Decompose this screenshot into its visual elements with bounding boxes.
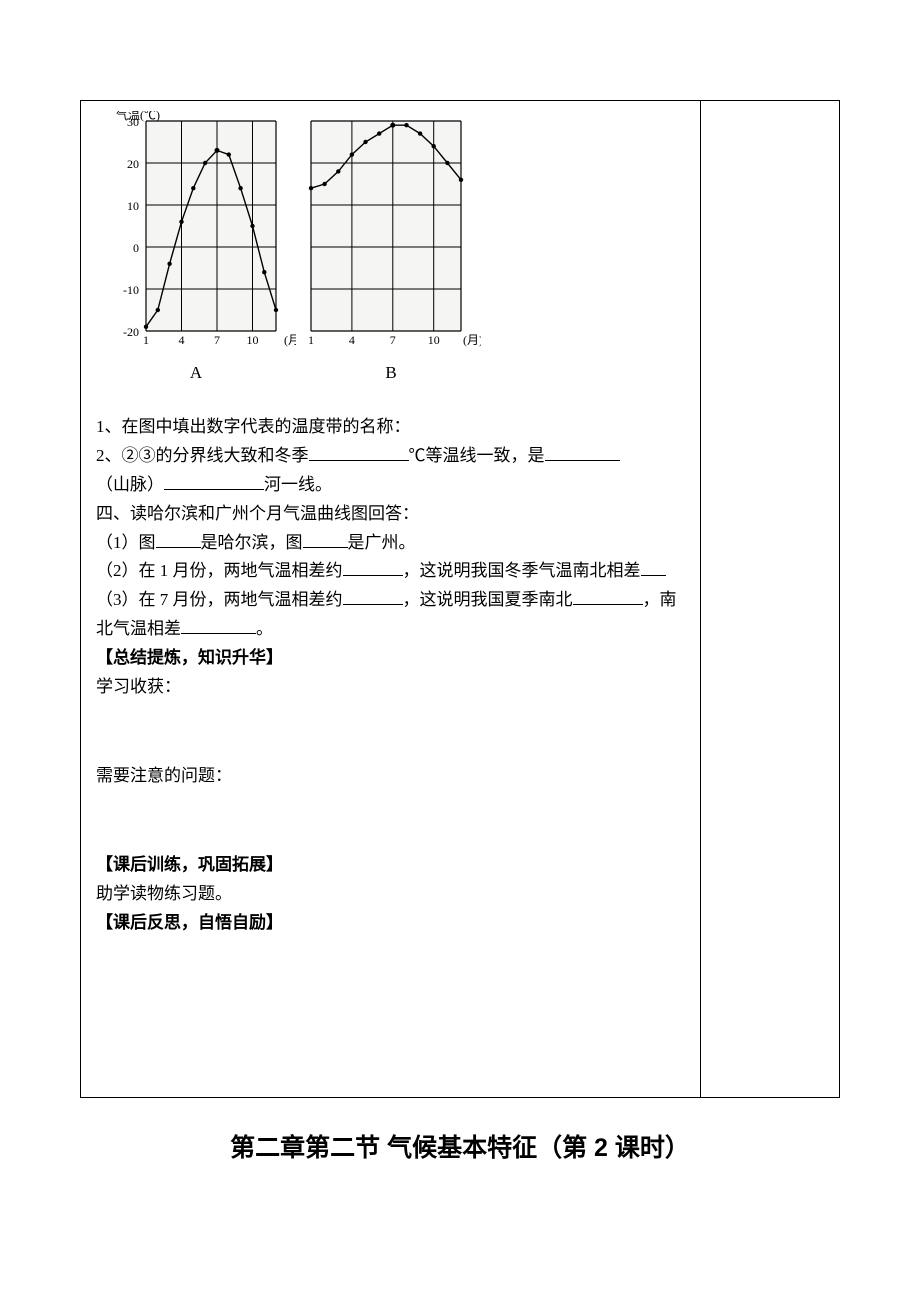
blank[interactable]: [181, 616, 256, 634]
gap: [96, 791, 690, 851]
chart-a-wrap: 30 20 10 0 -10 -20 气温(℃) 1 4 7: [96, 111, 296, 383]
blank[interactable]: [343, 558, 403, 576]
hw-sub: 助学读物练习题。: [96, 880, 690, 909]
chart-b-wrap: 1 4 7 10 (月): [301, 111, 481, 383]
summary-sub: 学习收获：: [96, 673, 690, 702]
blank[interactable]: [573, 587, 643, 605]
gap: [96, 702, 690, 762]
q4-1a: （1）图: [96, 533, 156, 552]
svg-text:10: 10: [247, 333, 259, 347]
q4-2a: （2）在 1 月份，两地气温相差约: [96, 561, 343, 580]
svg-text:0: 0: [133, 241, 139, 255]
page: 30 20 10 0 -10 -20 气温(℃) 1 4 7: [0, 0, 920, 1204]
blank[interactable]: [641, 558, 666, 576]
note-sub: 需要注意的问题：: [96, 762, 690, 791]
q2-line1: 2、②③的分界线大致和冬季 ℃等温线一致，是: [96, 442, 690, 471]
svg-text:-10: -10: [123, 283, 139, 297]
section-reflect: 【课后反思，自悟自励】: [96, 909, 690, 938]
q2a: 2、②③的分界线大致和冬季: [96, 446, 309, 465]
q2-line2: （山脉） 河一线。: [96, 471, 690, 500]
section-summary: 【总结提炼，知识升华】: [96, 644, 690, 673]
charts-row: 30 20 10 0 -10 -20 气温(℃) 1 4 7: [96, 111, 690, 383]
q4-1: （1）图 是哈尔滨，图 是广州。: [96, 529, 690, 558]
chart-a: 30 20 10 0 -10 -20 气温(℃) 1 4 7: [96, 111, 296, 361]
blank[interactable]: [156, 530, 201, 548]
blank[interactable]: [303, 530, 348, 548]
svg-text:1: 1: [143, 333, 149, 347]
gap: [96, 937, 690, 1087]
main-content-cell: 30 20 10 0 -10 -20 气温(℃) 1 4 7: [81, 101, 701, 1098]
q4-2b: ，这说明我国冬季气温南北相差: [403, 561, 641, 580]
chart-a-label: A: [190, 363, 202, 383]
svg-text:气温(℃): 气温(℃): [116, 111, 160, 122]
q2c: （山脉）: [96, 475, 164, 494]
svg-text:4: 4: [349, 333, 355, 347]
blank[interactable]: [164, 472, 264, 490]
q4-3a: （3）在 7 月份，两地气温相差约: [96, 590, 343, 609]
q4-3b: ，这说明我国夏季南北: [403, 590, 573, 609]
svg-text:(月): (月): [284, 333, 296, 347]
svg-text:1: 1: [308, 333, 314, 347]
svg-text:7: 7: [214, 333, 220, 347]
q2d: 河一线。: [264, 475, 332, 494]
q4-1c: 是广州。: [348, 533, 416, 552]
svg-text:20: 20: [127, 157, 139, 171]
section-hw: 【课后训练，巩固拓展】: [96, 851, 690, 880]
svg-text:10: 10: [127, 199, 139, 213]
margin-cell: [701, 101, 840, 1098]
chart-b-label: B: [385, 363, 396, 383]
blank[interactable]: [545, 443, 620, 461]
bottom-title: 第二章第二节 气候基本特征（第 2 课时）: [80, 1128, 840, 1164]
q4-title: 四、读哈尔滨和广州个月气温曲线图回答：: [96, 500, 690, 529]
svg-text:7: 7: [390, 333, 396, 347]
content-table: 30 20 10 0 -10 -20 气温(℃) 1 4 7: [80, 100, 840, 1098]
svg-text:4: 4: [179, 333, 185, 347]
svg-text:10: 10: [428, 333, 440, 347]
q4-2: （2）在 1 月份，两地气温相差约 ，这说明我国冬季气温南北相差: [96, 557, 690, 586]
blank[interactable]: [343, 587, 403, 605]
q1: 1、在图中填出数字代表的温度带的名称：: [96, 413, 690, 442]
blank[interactable]: [309, 443, 409, 461]
svg-text:-20: -20: [123, 325, 139, 339]
chart-b: 1 4 7 10 (月): [301, 111, 481, 361]
q4-1b: 是哈尔滨，图: [201, 533, 303, 552]
q2b: ℃等温线一致，是: [409, 446, 545, 465]
svg-text:(月): (月): [463, 333, 481, 347]
q4-3d: 。: [256, 619, 273, 638]
q4-3: （3）在 7 月份，两地气温相差约，这说明我国夏季南北，南北气温相差。: [96, 586, 690, 644]
body-text: 1、在图中填出数字代表的温度带的名称： 2、②③的分界线大致和冬季 ℃等温线一致，…: [96, 413, 690, 1087]
